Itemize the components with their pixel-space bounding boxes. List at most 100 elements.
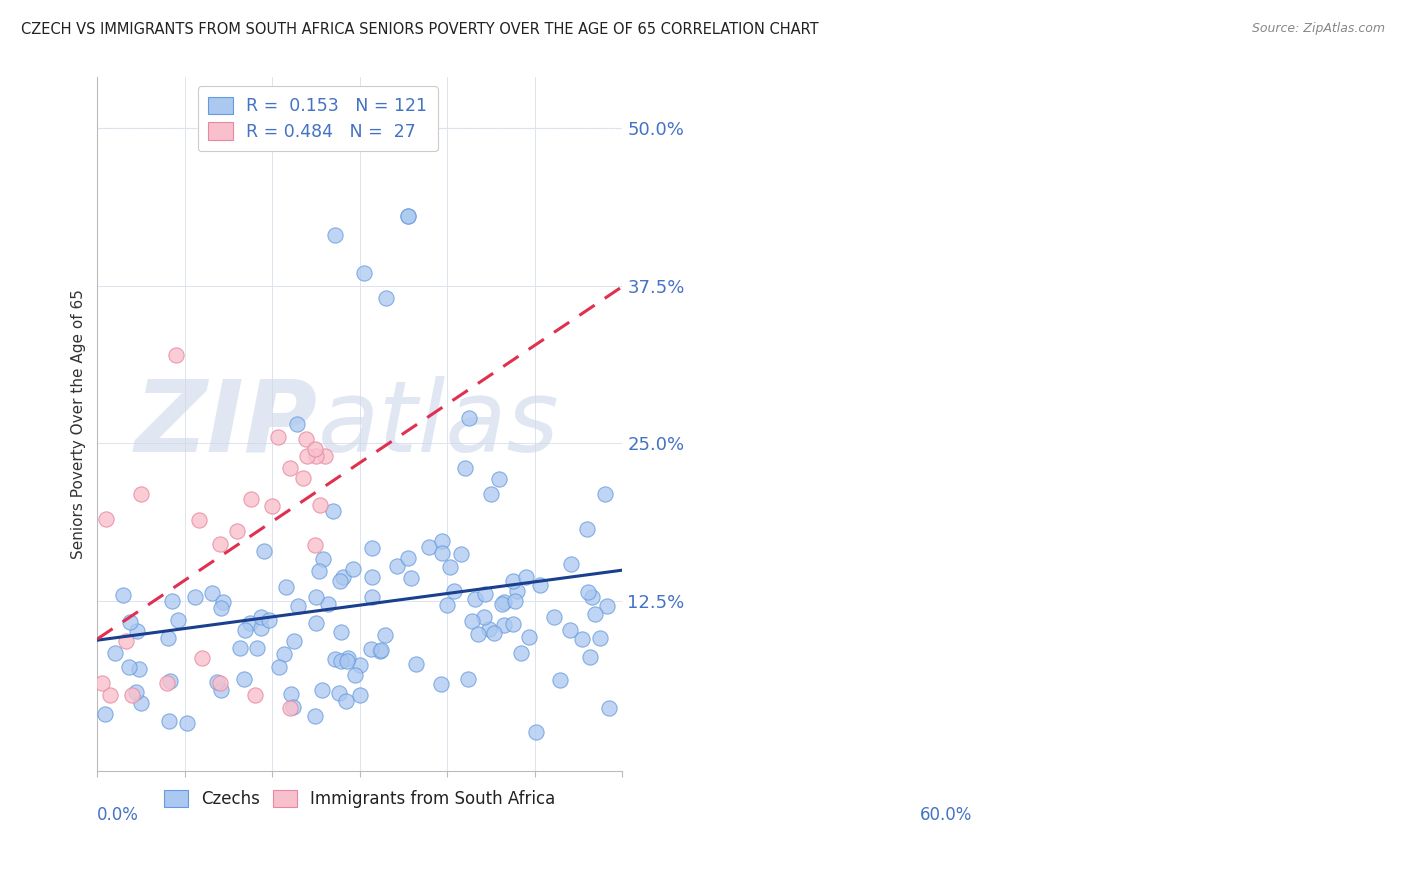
Point — [125, 684, 148, 698]
Point — [336, 654, 359, 668]
Point — [593, 486, 616, 500]
Point — [430, 677, 453, 691]
Point — [267, 659, 290, 673]
Text: 0.0%: 0.0% — [97, 805, 139, 824]
Point — [328, 574, 350, 588]
Point — [401, 571, 423, 585]
Point — [502, 574, 524, 588]
Point — [502, 617, 524, 632]
Point — [297, 449, 319, 463]
Point — [94, 512, 117, 526]
Point — [325, 228, 347, 243]
Point — [253, 543, 276, 558]
Point — [396, 550, 419, 565]
Point — [418, 540, 440, 554]
Text: CZECH VS IMMIGRANTS FROM SOUTH AFRICA SENIORS POVERTY OVER THE AGE OF 65 CORRELA: CZECH VS IMMIGRANTS FROM SOUTH AFRICA SE… — [21, 22, 818, 37]
Point — [304, 538, 326, 552]
Point — [329, 624, 352, 639]
Point — [207, 674, 229, 689]
Point — [156, 676, 179, 690]
Point — [111, 588, 134, 602]
Point — [322, 504, 344, 518]
Point — [491, 597, 513, 611]
Point — [454, 461, 477, 475]
Point — [120, 615, 142, 629]
Point — [474, 586, 496, 600]
Point — [114, 634, 136, 648]
Point — [309, 499, 332, 513]
Point — [103, 646, 125, 660]
Point — [443, 584, 465, 599]
Point — [478, 622, 501, 636]
Legend: Czechs, Immigrants from South Africa: Czechs, Immigrants from South Africa — [157, 783, 562, 814]
Point — [314, 449, 336, 463]
Point — [246, 640, 269, 655]
Point — [278, 701, 301, 715]
Point — [430, 534, 453, 549]
Point — [375, 291, 398, 305]
Point — [472, 610, 495, 624]
Point — [571, 632, 593, 646]
Point — [543, 610, 565, 624]
Point — [311, 682, 333, 697]
Point — [305, 590, 328, 604]
Point — [488, 472, 510, 486]
Point — [560, 557, 582, 571]
Point — [328, 686, 350, 700]
Point — [575, 522, 598, 536]
Point — [342, 562, 364, 576]
Point — [548, 673, 571, 688]
Point — [316, 597, 339, 611]
Point — [239, 615, 262, 630]
Point — [598, 701, 620, 715]
Point — [283, 633, 305, 648]
Point — [589, 632, 612, 646]
Point — [281, 700, 304, 714]
Point — [578, 650, 600, 665]
Point — [349, 688, 371, 702]
Point — [287, 599, 309, 613]
Point — [360, 590, 382, 604]
Point — [467, 627, 489, 641]
Point — [233, 623, 256, 637]
Point — [292, 471, 315, 485]
Text: Source: ZipAtlas.com: Source: ZipAtlas.com — [1251, 22, 1385, 36]
Point — [529, 578, 551, 592]
Point — [226, 524, 249, 539]
Point — [257, 613, 280, 627]
Point — [243, 689, 266, 703]
Point — [295, 432, 318, 446]
Point — [304, 709, 326, 723]
Point — [576, 584, 599, 599]
Point — [353, 266, 375, 280]
Point — [305, 449, 328, 463]
Point — [128, 662, 150, 676]
Text: ZIP: ZIP — [135, 376, 318, 473]
Y-axis label: Seniors Poverty Over the Age of 65: Seniors Poverty Over the Age of 65 — [72, 289, 86, 559]
Point — [266, 430, 288, 444]
Point — [176, 715, 198, 730]
Point — [396, 209, 419, 223]
Point — [361, 541, 384, 555]
Point — [349, 658, 371, 673]
Point — [461, 615, 484, 629]
Point — [184, 590, 207, 604]
Point — [457, 672, 479, 686]
Point — [118, 660, 141, 674]
Point — [208, 537, 231, 551]
Point — [510, 646, 533, 660]
Text: atlas: atlas — [318, 376, 560, 473]
Point — [405, 657, 427, 672]
Point — [558, 623, 581, 637]
Point — [285, 417, 308, 432]
Point — [127, 624, 149, 638]
Point — [129, 486, 152, 500]
Point — [90, 676, 112, 690]
Point — [581, 591, 603, 605]
Point — [374, 628, 396, 642]
Point — [484, 625, 506, 640]
Point — [156, 631, 179, 645]
Point — [479, 486, 502, 500]
Point — [209, 601, 232, 615]
Point — [311, 551, 333, 566]
